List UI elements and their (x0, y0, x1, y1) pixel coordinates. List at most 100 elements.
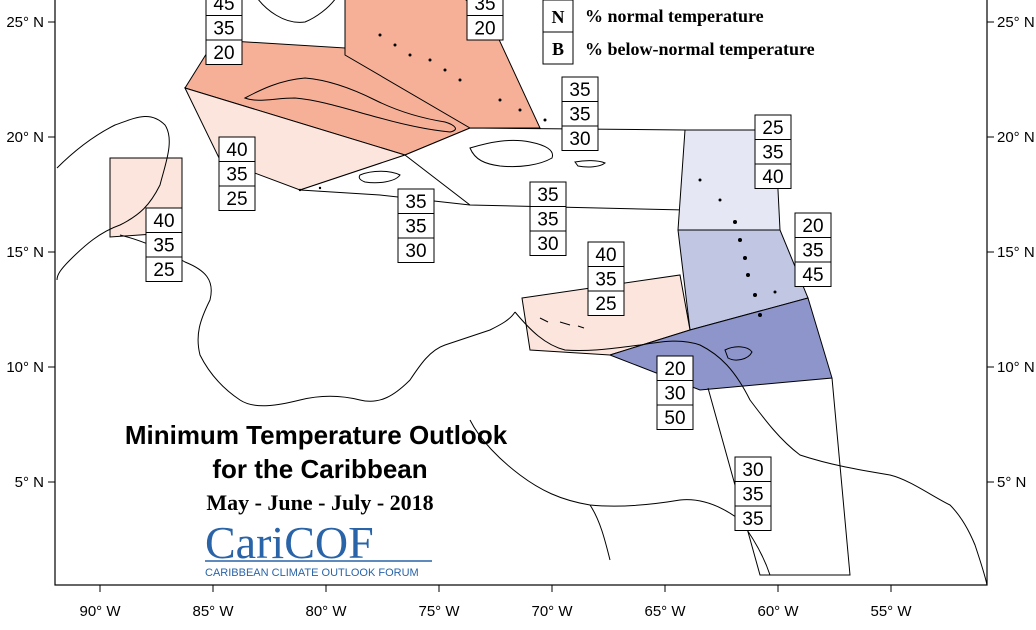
value-text: 35 (742, 485, 763, 506)
x-tick-label: 55° W (870, 603, 912, 620)
legend-key-below: B (552, 39, 564, 59)
value-text: 25 (762, 118, 783, 139)
value-cell (466, 15, 504, 41)
y-tick-label: 5° N (15, 474, 44, 491)
value-cell (587, 241, 625, 267)
x-tick-label: 85° W (192, 603, 234, 620)
value-cell (218, 185, 256, 211)
value-text: 35 (762, 143, 783, 164)
value-text: 25 (595, 294, 616, 315)
value-cell (397, 188, 435, 214)
value-cell (754, 114, 792, 140)
value-text: 35 (153, 236, 174, 257)
value-box-trinidad: 20 30 50 (656, 355, 694, 430)
x-tick-label: 90° W (79, 603, 121, 620)
x-axis-labels: 90° W 85° W 80° W 75° W 70° W 65° W 60° … (79, 603, 912, 620)
value-cell (656, 355, 694, 381)
y-tick-label: 5° N (997, 474, 1026, 491)
value-text: 35 (595, 270, 616, 291)
x-tick-label: 75° W (418, 603, 460, 620)
y-tick-label: 15° N (6, 244, 44, 261)
y-tick-label: 20° N (997, 129, 1035, 146)
value-cell (734, 481, 772, 507)
value-text: 45 (213, 0, 234, 15)
x-tick-label: 60° W (757, 603, 799, 620)
value-cell (754, 139, 792, 165)
trinidad (724, 346, 753, 361)
title-line-2: for the Caribbean (212, 454, 427, 484)
value-cell (587, 266, 625, 292)
small-islands (298, 33, 777, 317)
jamaica (358, 170, 401, 184)
florida-coast (258, 0, 336, 23)
y-tick-label: 15° N (997, 244, 1035, 261)
y-tick-label: 10° N (6, 359, 44, 376)
value-cell (794, 261, 832, 287)
axis-ticks (48, 21, 994, 592)
value-text: 30 (537, 234, 558, 255)
value-text: 35 (213, 19, 234, 40)
caricof-logo: CariCOF CARIBBEAN CLIMATE OUTLOOK FORUM (205, 517, 432, 579)
value-box-bahamas-north: 45 35 20 (205, 0, 243, 65)
x-tick-label: 80° W (305, 603, 347, 620)
value-text: 45 (802, 265, 823, 286)
honduras-coast (119, 234, 516, 407)
legend-label-normal: % normal temperature (585, 6, 764, 26)
value-text: 30 (742, 460, 763, 481)
value-text: 25 (153, 260, 174, 281)
legend-key-normal: N (552, 7, 565, 27)
value-cell (145, 232, 183, 258)
value-cell (145, 256, 183, 282)
value-box-leeward-islands: 25 35 40 (754, 114, 792, 189)
y-tick-label: 10° N (997, 359, 1035, 376)
value-box-hispaniola: 35 35 30 (529, 181, 567, 256)
x-tick-label: 65° W (644, 603, 686, 620)
value-text: 35 (742, 509, 763, 530)
y-axis-labels-left: 25° N 20° N 15° N 10° N 5° N (6, 14, 44, 491)
value-text: 20 (213, 43, 234, 64)
value-text: 35 (405, 217, 426, 238)
value-box-guianas: 30 35 35 (734, 456, 772, 531)
value-cell (397, 237, 435, 263)
coastlines (56, 0, 988, 586)
value-cell (734, 505, 772, 531)
puerto-rico (574, 160, 606, 168)
title-line-1: Minimum Temperature Outlook (125, 420, 508, 450)
logo-wordmark: CariCOF (205, 517, 374, 568)
value-box-abc-islands: 40 35 25 (587, 241, 625, 316)
x-tick-label: 70° W (531, 603, 573, 620)
value-cell (145, 207, 183, 233)
y-tick-label: 25° N (6, 14, 44, 31)
value-text: 40 (595, 245, 616, 266)
value-text: 35 (474, 0, 495, 15)
title-period: May - June - July - 2018 (206, 490, 433, 515)
value-text: 35 (537, 210, 558, 231)
legend: N % normal temperature B % below-normal … (542, 0, 815, 65)
zone-guianas (707, 377, 851, 576)
south-america-coast (514, 311, 988, 586)
value-box-turks-caicos: 35 35 30 (561, 76, 599, 151)
value-text: 35 (537, 185, 558, 206)
legend-label-below: % below-normal temperature (585, 39, 815, 59)
central-america-coast (56, 116, 170, 281)
value-cell (561, 101, 599, 127)
value-text: 35 (226, 165, 247, 186)
y-axis-labels-right: 25° N 20° N 15° N 10° N 5° N (997, 14, 1035, 491)
value-text: 25 (226, 189, 247, 210)
value-text: 20 (474, 19, 495, 40)
value-cell (205, 39, 243, 65)
value-cell (754, 163, 792, 189)
value-text: 40 (226, 140, 247, 161)
value-text: 20 (664, 359, 685, 380)
value-cell (218, 161, 256, 187)
hispaniola (469, 139, 554, 168)
value-text: 30 (569, 129, 590, 150)
logo-subtitle: CARIBBEAN CLIMATE OUTLOOK FORUM (205, 567, 419, 579)
value-cell (561, 76, 599, 102)
value-text: 40 (762, 167, 783, 188)
value-cell (656, 404, 694, 430)
value-text: 50 (664, 408, 685, 429)
value-text: 30 (664, 384, 685, 405)
title-block: Minimum Temperature Outlook for the Cari… (125, 420, 508, 515)
y-tick-label: 20° N (6, 129, 44, 146)
